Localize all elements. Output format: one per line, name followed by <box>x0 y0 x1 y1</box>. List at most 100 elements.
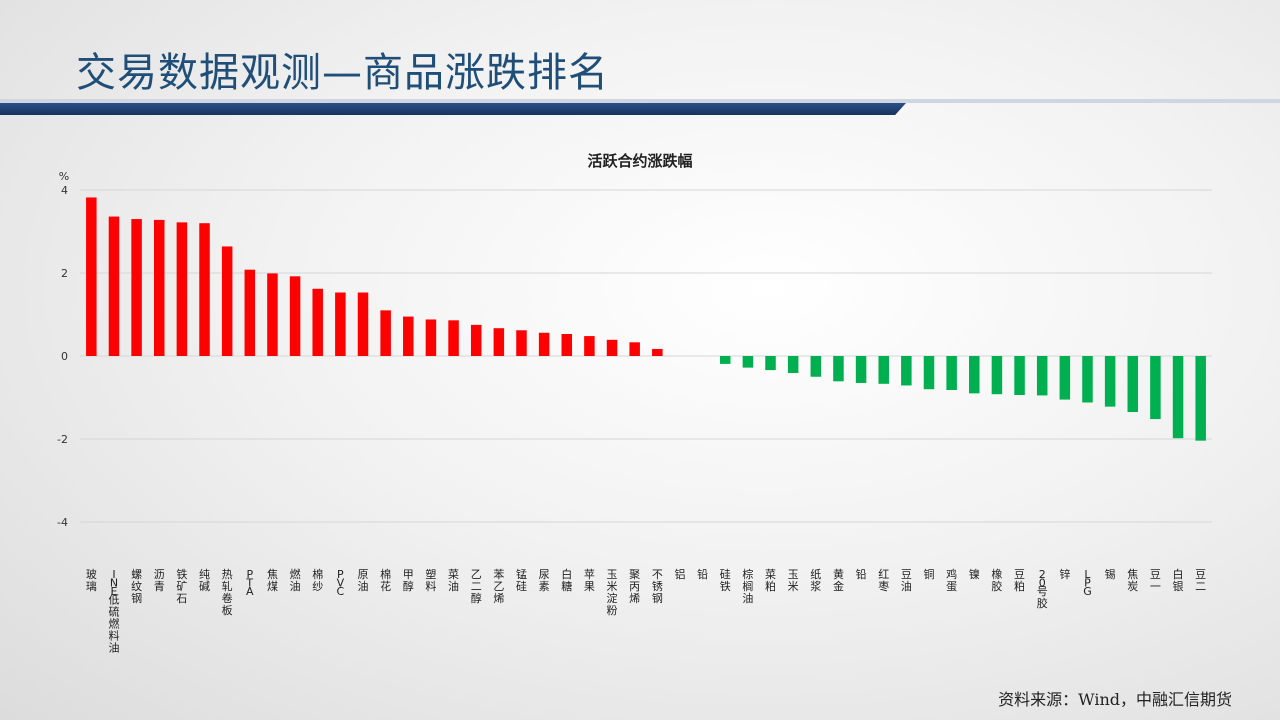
bar <box>289 276 301 356</box>
x-tick-label: 焦煤 <box>267 568 278 593</box>
bar <box>901 356 912 386</box>
y-tick-label: 0 <box>61 350 68 363</box>
bar <box>1195 356 1206 441</box>
bar <box>833 356 844 382</box>
bar <box>878 356 889 384</box>
bar <box>108 216 120 356</box>
x-tick-label: 铜 <box>924 567 935 581</box>
bar <box>855 356 867 383</box>
x-tick-label: 棉纱 <box>312 567 323 593</box>
y-tick-label: -4 <box>57 516 68 529</box>
x-tick-label: 菜油 <box>448 568 459 593</box>
bar <box>1150 356 1161 420</box>
x-tick-label: 棕榈油 <box>742 567 753 605</box>
bar <box>1014 356 1025 396</box>
x-tick-label: 玉米淀粉 <box>607 568 618 617</box>
bar <box>1036 356 1048 396</box>
bar <box>176 222 188 356</box>
x-tick-label: 燃油 <box>290 567 301 593</box>
bar <box>357 292 369 356</box>
bar <box>131 219 142 356</box>
x-tick-label: 豆油 <box>901 568 912 593</box>
bars <box>86 197 1206 441</box>
bar <box>810 356 822 377</box>
bar <box>153 219 165 356</box>
bar <box>538 332 550 356</box>
x-tick-label: 苯乙烯 <box>493 567 504 605</box>
x-tick-label: 苹果 <box>584 567 595 593</box>
x-tick-label: 铅 <box>697 567 708 581</box>
x-tick-label: 豆粕 <box>1014 568 1025 593</box>
x-tick-label: 红枣 <box>878 568 889 593</box>
x-tick-label: 锰硅 <box>516 567 527 593</box>
bar <box>606 339 618 356</box>
y-tick-label: 4 <box>61 184 68 197</box>
x-tick-label: 硅铁 <box>720 568 731 593</box>
bar <box>787 356 799 374</box>
x-tick-label: 热轧卷板 <box>222 568 233 617</box>
x-tick-label: 白糖 <box>561 567 572 593</box>
bar <box>335 292 346 356</box>
x-tick-label: 锡 <box>1105 567 1116 581</box>
x-tick-label: 沥青 <box>154 568 165 593</box>
bar <box>516 330 527 356</box>
x-tick-label: 铁矿石 <box>176 568 187 605</box>
y-axis: % 4 2 0 -2 -4 <box>57 170 69 529</box>
x-tick-label: 铝 <box>674 567 685 581</box>
y-tick-label: 2 <box>61 267 68 280</box>
title-underline <box>0 99 1280 103</box>
bar <box>991 356 1003 395</box>
x-tick-label: 原油 <box>358 568 369 593</box>
bar <box>86 197 97 356</box>
x-tick-label: 纸浆 <box>810 568 821 593</box>
page-title: 交易数据观测—商品涨跌排名 <box>76 50 609 96</box>
bar <box>267 273 278 356</box>
x-tick-label: 镍 <box>969 567 980 581</box>
x-tick-label: 玻璃 <box>86 568 97 593</box>
bar <box>946 356 957 391</box>
x-tick-label: 焦炭 <box>1127 568 1138 593</box>
bar <box>199 223 210 356</box>
x-tick-label: 纯碱 <box>199 568 210 593</box>
bar <box>1082 356 1093 403</box>
bar <box>561 334 573 356</box>
x-tick-label: 豆二 <box>1195 568 1206 593</box>
bar <box>652 348 663 356</box>
y-tick-label: -2 <box>57 433 68 446</box>
bar <box>923 356 935 390</box>
x-tick-label: 铅 <box>856 567 867 581</box>
bar <box>1127 356 1139 413</box>
bar <box>380 310 391 356</box>
bar <box>493 328 505 356</box>
x-tick-label: 豆一 <box>1150 568 1161 593</box>
x-tick-label: I N E 低硫燃料油 <box>108 568 119 655</box>
x-tick-label: 菜粕 <box>765 568 776 593</box>
bar <box>1059 356 1071 400</box>
bar <box>244 269 256 356</box>
bar <box>719 356 731 364</box>
source-note: 资料来源：Wind，中融汇信期货 <box>998 690 1232 709</box>
x-tick-label: 螺纹钢 <box>131 568 142 605</box>
bar <box>969 356 980 394</box>
x-tick-label: 棉花 <box>380 567 391 593</box>
x-tick-label: 白银 <box>1173 567 1184 593</box>
x-tick-label: 尿素 <box>539 568 550 593</box>
bar <box>221 246 233 356</box>
bar <box>403 316 414 356</box>
bar <box>742 356 754 368</box>
x-tick-label: 鸡蛋 <box>946 567 957 593</box>
x-tick-label: 黄金 <box>833 567 844 593</box>
bar <box>765 356 776 371</box>
chart-title: 活跃合约涨跌幅 <box>587 152 693 170</box>
x-tick-label: 聚丙烯 <box>629 568 640 605</box>
x-tick-label: 塑料 <box>425 567 436 593</box>
x-tick-label: 锌 <box>1059 567 1070 581</box>
bar <box>448 320 459 356</box>
title-bar <box>0 103 906 115</box>
x-tick-label: 不锈钢 <box>652 568 663 605</box>
x-tick-label: 甲醇 <box>403 568 414 593</box>
bar <box>1104 356 1116 407</box>
